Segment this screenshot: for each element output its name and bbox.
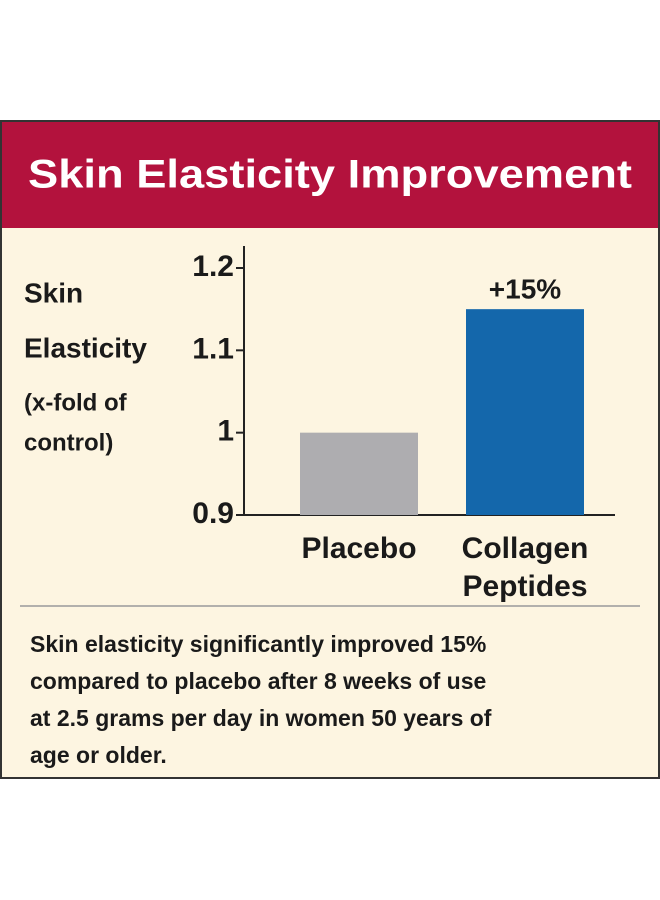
caption-line: compared to placebo after 8 weeks of use: [30, 668, 486, 694]
bar: [300, 432, 418, 515]
y-axis-label: Skin: [24, 277, 83, 308]
x-tick-label: Collagen: [462, 532, 589, 565]
header-band: [2, 122, 658, 228]
caption-line: at 2.5 grams per day in women 50 years o…: [30, 705, 492, 731]
y-tick-label: 1.2: [192, 250, 234, 283]
y-tick-label: 0.9: [192, 497, 234, 530]
y-axis-label: Elasticity: [24, 332, 147, 363]
bar: [466, 309, 584, 515]
annotation: +15%: [489, 273, 561, 304]
y-tick-label: 1: [217, 415, 234, 448]
caption-line: age or older.: [30, 742, 167, 768]
y-axis-label: control): [24, 429, 113, 456]
caption-line: Skin elasticity significantly improved 1…: [30, 631, 486, 657]
y-axis-label: (x-fold of: [24, 389, 128, 416]
y-tick-label: 1.1: [192, 332, 234, 365]
x-tick-label: Peptides: [462, 570, 587, 603]
chart-title: Skin Elasticity Improvement: [28, 153, 632, 197]
x-tick-label: Placebo: [301, 532, 416, 565]
